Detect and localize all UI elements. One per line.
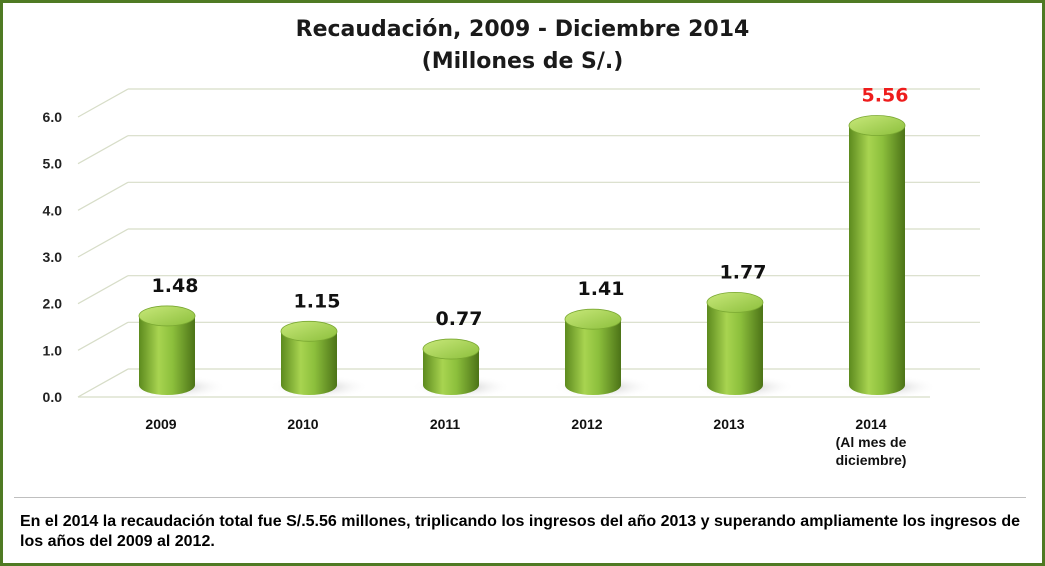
data-label: 1.48 xyxy=(152,275,199,297)
gridline-diagonal xyxy=(77,228,129,258)
bar-body xyxy=(849,125,905,396)
x-category-label: 2014 xyxy=(855,416,886,432)
x-category-label: 2011 xyxy=(430,416,461,432)
x-category-label: diciembre) xyxy=(836,452,907,468)
bar-cap xyxy=(706,291,764,313)
bar-cap xyxy=(848,115,906,136)
gridline-diagonal xyxy=(77,135,129,165)
bar-cap xyxy=(422,338,480,360)
bar-body xyxy=(423,349,479,395)
chart-title-line2: (Millones de S/.) xyxy=(421,49,624,74)
bar-body xyxy=(707,302,763,395)
bar xyxy=(553,308,653,399)
data-label: 1.15 xyxy=(294,290,341,312)
data-label: 5.56 xyxy=(862,85,909,107)
data-label: 0.77 xyxy=(436,308,483,330)
divider xyxy=(14,497,1026,498)
chart-title-line1: Recaudación, 2009 - Diciembre 2014 xyxy=(295,17,750,42)
footnote-text: En el 2014 la recaudación total fue S/.5… xyxy=(20,513,1020,550)
y-tick-label: 0.0 xyxy=(43,389,63,405)
gridline-diagonal xyxy=(77,368,129,398)
x-category-label: 2013 xyxy=(713,416,744,432)
gridline-diagonal xyxy=(77,275,129,305)
bar-cap xyxy=(564,308,622,330)
data-label: 1.77 xyxy=(720,261,767,283)
data-labels: 1.48 1.15 0.77 1.41 1.77 5.56 xyxy=(152,85,909,331)
bars xyxy=(127,115,937,399)
bar xyxy=(269,320,369,399)
gridline-diagonal xyxy=(77,321,129,351)
y-tick-label: 4.0 xyxy=(43,202,63,218)
bar xyxy=(411,338,511,399)
x-axis-categories: 2009 2010 2011 2012 2013 2014 (Al mes de diciem… xyxy=(145,416,906,468)
bar-body xyxy=(565,319,621,395)
gridline-diagonal xyxy=(77,88,129,118)
x-category-label: 2012 xyxy=(571,416,602,432)
bar-body xyxy=(281,331,337,395)
x-category-label: (Al mes de xyxy=(836,434,907,450)
bar xyxy=(837,115,937,399)
bar-body xyxy=(139,315,195,395)
bar xyxy=(695,291,795,399)
y-axis-ticks: 0.0 1.0 2.0 3.0 4.0 5.0 6.0 xyxy=(43,109,63,405)
y-tick-label: 1.0 xyxy=(43,342,63,358)
bar-cap xyxy=(138,305,196,327)
gridline-diagonal xyxy=(77,181,129,211)
data-label: 1.41 xyxy=(578,278,625,300)
x-category-label: 2009 xyxy=(145,416,176,432)
grid-layer xyxy=(77,88,980,398)
y-tick-label: 5.0 xyxy=(43,156,63,172)
x-category-label: 2010 xyxy=(287,416,318,432)
bar xyxy=(127,305,227,399)
bar-cap xyxy=(280,320,338,342)
chart-title: Recaudación, 2009 - Diciembre 2014 (Mill… xyxy=(0,14,1045,78)
y-tick-label: 3.0 xyxy=(43,249,63,265)
y-tick-label: 2.0 xyxy=(43,296,63,312)
y-tick-label: 6.0 xyxy=(43,109,63,125)
